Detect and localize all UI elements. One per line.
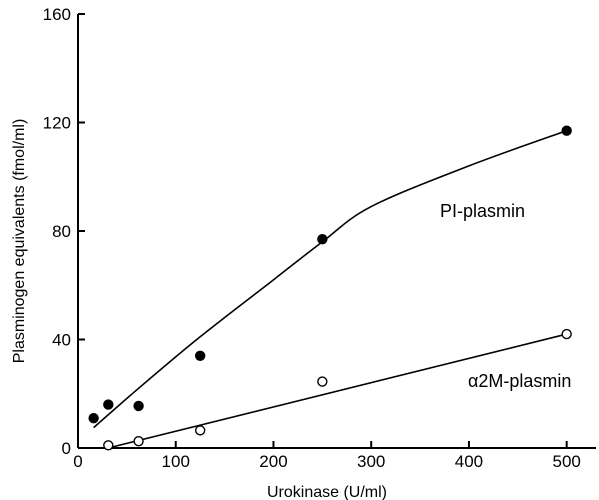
pi-plasmin-point bbox=[317, 233, 328, 245]
series-labels: PI-plasmin α2M-plasmin bbox=[440, 201, 571, 391]
x-tick-label: 0 bbox=[73, 452, 82, 471]
a2m-plasmin-point bbox=[194, 425, 206, 436]
y-axis-title: Plasminogen equivalents (fmol/ml) bbox=[11, 119, 28, 364]
series-label-a2m-plasmin: α2M-plasmin bbox=[468, 371, 571, 391]
a2m-plasmin-point bbox=[317, 376, 328, 387]
y-ticks: 0 40 80 120 160 bbox=[43, 5, 85, 458]
y-tick-label: 40 bbox=[52, 331, 71, 350]
y-tick-label: 80 bbox=[52, 222, 71, 241]
a2m-plasmin-point bbox=[103, 440, 114, 451]
x-tick-label: 100 bbox=[162, 452, 190, 471]
y-tick-label: 160 bbox=[43, 5, 71, 24]
x-tick-label: 400 bbox=[455, 452, 483, 471]
x-axis-title: Urokinase (U/ml) bbox=[267, 484, 387, 500]
pi-plasmin-point bbox=[194, 350, 206, 361]
fit-lines bbox=[93, 129, 567, 449]
x-tick-label: 500 bbox=[552, 452, 580, 471]
x-tick-label: 200 bbox=[259, 452, 287, 471]
pi-plasmin-point bbox=[133, 400, 144, 412]
fit-line-pi-plasmin bbox=[93, 129, 567, 429]
pi-plasmin-point bbox=[103, 399, 114, 410]
y-tick-label: 120 bbox=[43, 114, 71, 133]
pi-plasmin-point bbox=[561, 125, 572, 136]
x-ticks: 0 100 200 300 400 500 bbox=[73, 441, 581, 471]
pi-plasmin-point bbox=[88, 412, 99, 424]
a2m-plasmin-point bbox=[561, 328, 572, 340]
series-label-pi-plasmin: PI-plasmin bbox=[440, 201, 525, 221]
x-tick-label: 300 bbox=[357, 452, 385, 471]
fit-line-a2m-plasmin bbox=[108, 333, 567, 449]
data-points bbox=[88, 125, 572, 451]
y-tick-label: 0 bbox=[62, 439, 71, 458]
a2m-plasmin-point bbox=[133, 436, 144, 447]
